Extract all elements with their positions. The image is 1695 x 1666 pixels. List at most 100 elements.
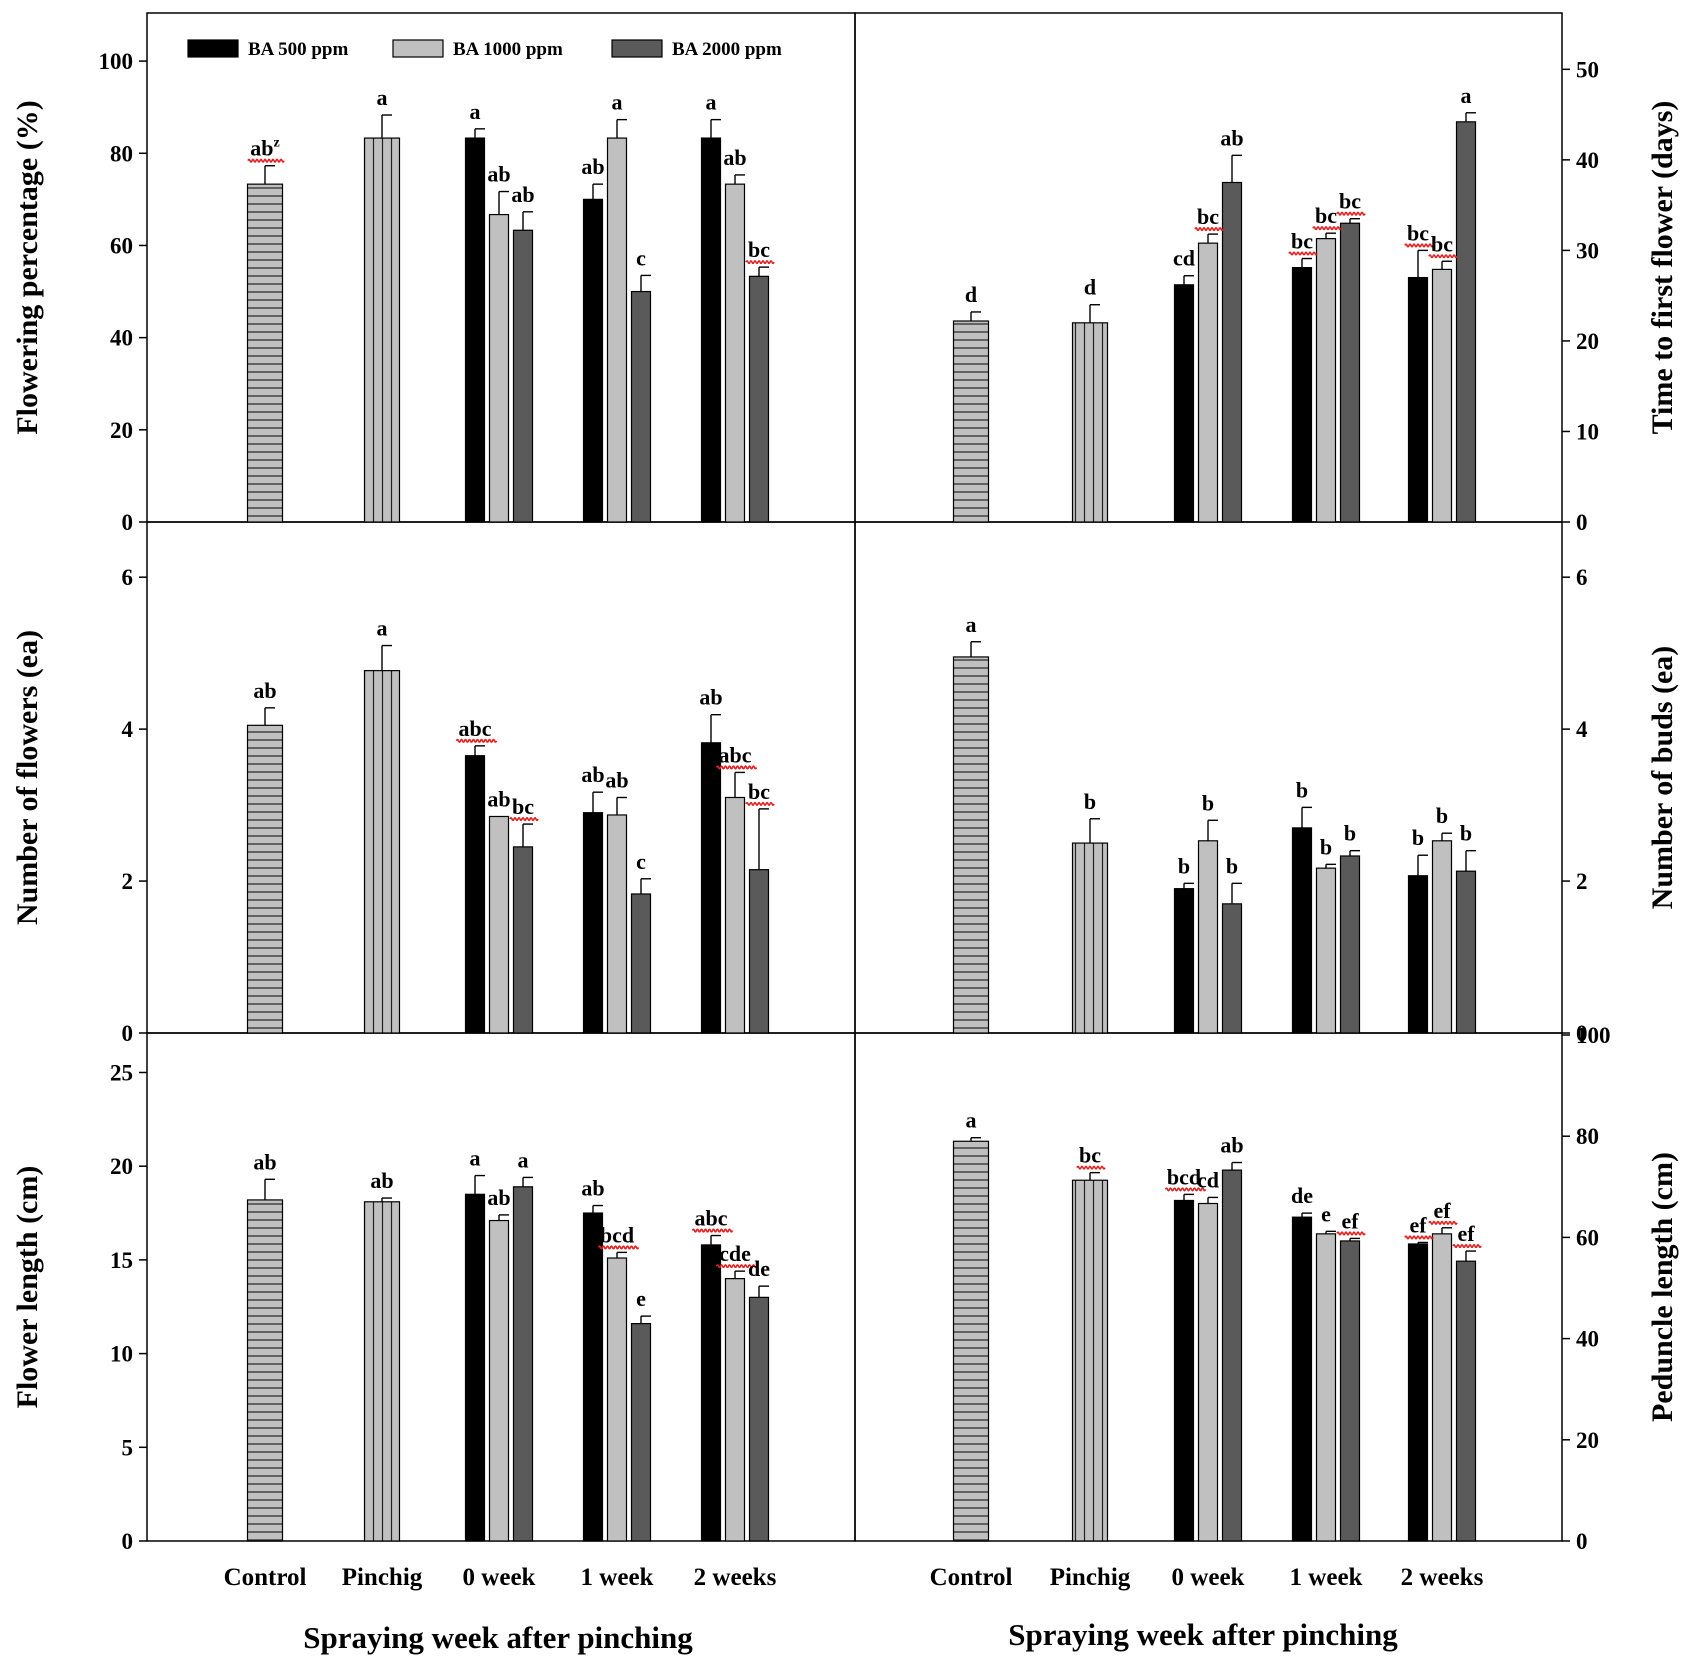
ytick-label-peduncle-0: 0 bbox=[1576, 1529, 1588, 1554]
legend-swatch-2 bbox=[611, 39, 663, 58]
xaxis-title-left: Spraying week after pinching bbox=[303, 1620, 693, 1655]
time-bar-2-2-letter: ab bbox=[1220, 125, 1243, 150]
ylabel-buds: Number of buds (ea) bbox=[1646, 646, 1679, 910]
flowers-bar-0-0-letter: ab bbox=[253, 678, 276, 703]
legend-swatch-1 bbox=[392, 39, 444, 58]
buds-bar-4-2-letter: b bbox=[1460, 821, 1472, 846]
ytick-label-peduncle-5: 100 bbox=[1576, 1023, 1611, 1048]
time-bar-4-0-letter-underline bbox=[1404, 243, 1434, 248]
xcat-flen-3: 1 week bbox=[581, 1564, 654, 1591]
buds-bar-1-0-letter: b bbox=[1084, 789, 1096, 814]
flen-bar-3-0-letter: ab bbox=[581, 1176, 604, 1201]
ytick-label-flowering-1: 20 bbox=[110, 418, 133, 443]
peduncle-bar-2-2-letter: ab bbox=[1220, 1133, 1243, 1158]
time-bar-4-2 bbox=[1455, 121, 1477, 523]
ytick-label-time-5: 50 bbox=[1576, 57, 1599, 82]
ytick-label-time-4: 40 bbox=[1576, 148, 1599, 173]
flowers-bar-2-0-letter: abc bbox=[459, 716, 492, 741]
buds-bar-4-0-letter: b bbox=[1412, 825, 1424, 850]
buds-bar-2-1-letter: b bbox=[1202, 790, 1214, 815]
buds-bar-2-1 bbox=[1197, 840, 1219, 1034]
ytick-label-flowers-2: 4 bbox=[122, 717, 134, 742]
flen-bar-1-0-letter: ab bbox=[370, 1168, 393, 1193]
peduncle-bar-4-2 bbox=[1455, 1260, 1477, 1542]
flowering-bar-0-0 bbox=[246, 183, 284, 523]
peduncle-bar-4-1 bbox=[1431, 1233, 1453, 1542]
ytick-label-flowering-0: 0 bbox=[122, 510, 134, 535]
ytick-label-buds-0: 0 bbox=[1576, 1021, 1588, 1046]
buds-bar-2-0 bbox=[1173, 888, 1195, 1034]
flen-bar-1-0 bbox=[363, 1201, 401, 1542]
time-bar-4-2-letter: a bbox=[1461, 83, 1472, 108]
buds-bar-3-2-letter: b bbox=[1344, 821, 1356, 846]
peduncle-bar-4-0 bbox=[1407, 1243, 1429, 1542]
xcat-flen-1: Pinchig bbox=[342, 1564, 423, 1591]
time-bar-3-1-letter: bc bbox=[1315, 203, 1337, 228]
time-bar-3-1 bbox=[1315, 238, 1337, 523]
time-bar-4-1-letter: bc bbox=[1431, 231, 1453, 256]
peduncle-bar-4-1-letter: ef bbox=[1433, 1198, 1451, 1223]
peduncle-bar-4-2-letter: ef bbox=[1457, 1221, 1475, 1246]
buds-bar-3-0 bbox=[1291, 827, 1313, 1034]
time-bar-4-0 bbox=[1407, 276, 1429, 523]
flen-bar-4-1 bbox=[724, 1278, 746, 1542]
time-bar-2-1-letter-underline bbox=[1194, 227, 1224, 232]
peduncle-bar-2-2 bbox=[1221, 1169, 1243, 1542]
flowers-bar-3-0 bbox=[582, 812, 604, 1034]
peduncle-bar-2-0 bbox=[1173, 1199, 1195, 1542]
time-bar-2-2 bbox=[1221, 181, 1243, 523]
flowers-bar-3-2 bbox=[630, 893, 652, 1034]
flowers-bar-3-1 bbox=[606, 814, 628, 1034]
flowering-bar-1-0 bbox=[363, 137, 401, 523]
peduncle-bar-3-1 bbox=[1315, 1233, 1337, 1542]
ytick-label-flowering-3: 60 bbox=[110, 233, 133, 258]
xcat-peduncle-4: 2 weeks bbox=[1401, 1564, 1484, 1591]
ylabel-flen: Flower length (cm) bbox=[11, 1166, 44, 1409]
legend-label-1: BA 1000 ppm bbox=[453, 39, 563, 60]
ylabel-flowering: Flowering percentage (%) bbox=[11, 100, 44, 434]
ytick-label-buds-3: 6 bbox=[1576, 565, 1588, 590]
time-bar-2-1 bbox=[1197, 242, 1219, 523]
time-bar-3-0 bbox=[1291, 266, 1313, 523]
flen-bar-0-0-letter: ab bbox=[253, 1149, 276, 1174]
xcat-flen-2: 0 week bbox=[463, 1564, 536, 1591]
time-bar-2-1-letter: bc bbox=[1197, 204, 1219, 229]
ylabel-peduncle: Peduncle length (cm) bbox=[1646, 1152, 1679, 1422]
peduncle-bar-4-0-letter-underline bbox=[1404, 1235, 1434, 1240]
ytick-label-flen-3: 15 bbox=[110, 1248, 133, 1273]
buds-bar-3-0-letter: b bbox=[1296, 777, 1308, 802]
peduncle-bar-3-1-letter: e bbox=[1321, 1201, 1331, 1226]
ytick-label-buds-1: 2 bbox=[1576, 869, 1588, 894]
buds-bar-4-2 bbox=[1455, 870, 1477, 1034]
flowering-bar-3-0-letter: ab bbox=[581, 154, 604, 179]
legend-label-0: BA 500 ppm bbox=[248, 39, 348, 60]
xcat-flen-4: 2 weeks bbox=[694, 1564, 777, 1591]
flen-bar-3-1-letter-underline bbox=[597, 1245, 640, 1250]
flowers-bar-1-0 bbox=[363, 670, 401, 1034]
flowers-bar-4-1-letter-underline bbox=[715, 765, 758, 770]
flen-bar-2-2-letter: a bbox=[518, 1147, 529, 1172]
ytick-label-flowers-3: 6 bbox=[122, 565, 134, 590]
ytick-label-flen-1: 5 bbox=[122, 1435, 134, 1460]
peduncle-bar-1-0-letter-underline bbox=[1076, 1165, 1106, 1170]
ytick-label-peduncle-2: 40 bbox=[1576, 1327, 1599, 1352]
ytick-label-time-2: 20 bbox=[1576, 329, 1599, 354]
flowers-bar-4-0-letter: ab bbox=[699, 685, 722, 710]
xaxis-title-right: Spraying week after pinching bbox=[1008, 1617, 1398, 1652]
peduncle-bar-4-1-letter-underline bbox=[1428, 1220, 1458, 1225]
flowering-bar-2-2 bbox=[512, 229, 534, 523]
legend-swatch-0 bbox=[187, 39, 239, 58]
ytick-label-flen-4: 20 bbox=[110, 1154, 133, 1179]
peduncle-bar-1-0 bbox=[1071, 1179, 1109, 1542]
flen-bar-2-2 bbox=[512, 1186, 534, 1542]
flowering-bar-3-1 bbox=[606, 137, 628, 523]
ytick-label-flen-2: 10 bbox=[110, 1342, 133, 1367]
flen-bar-4-1-letter: cde bbox=[719, 1241, 751, 1266]
time-bar-3-2 bbox=[1339, 222, 1361, 523]
flen-bar-3-2-letter: e bbox=[636, 1286, 646, 1311]
buds-bar-4-0 bbox=[1407, 875, 1429, 1034]
peduncle-bar-0-0 bbox=[952, 1140, 990, 1542]
peduncle-bar-2-0-letter: bcd bbox=[1167, 1164, 1201, 1189]
